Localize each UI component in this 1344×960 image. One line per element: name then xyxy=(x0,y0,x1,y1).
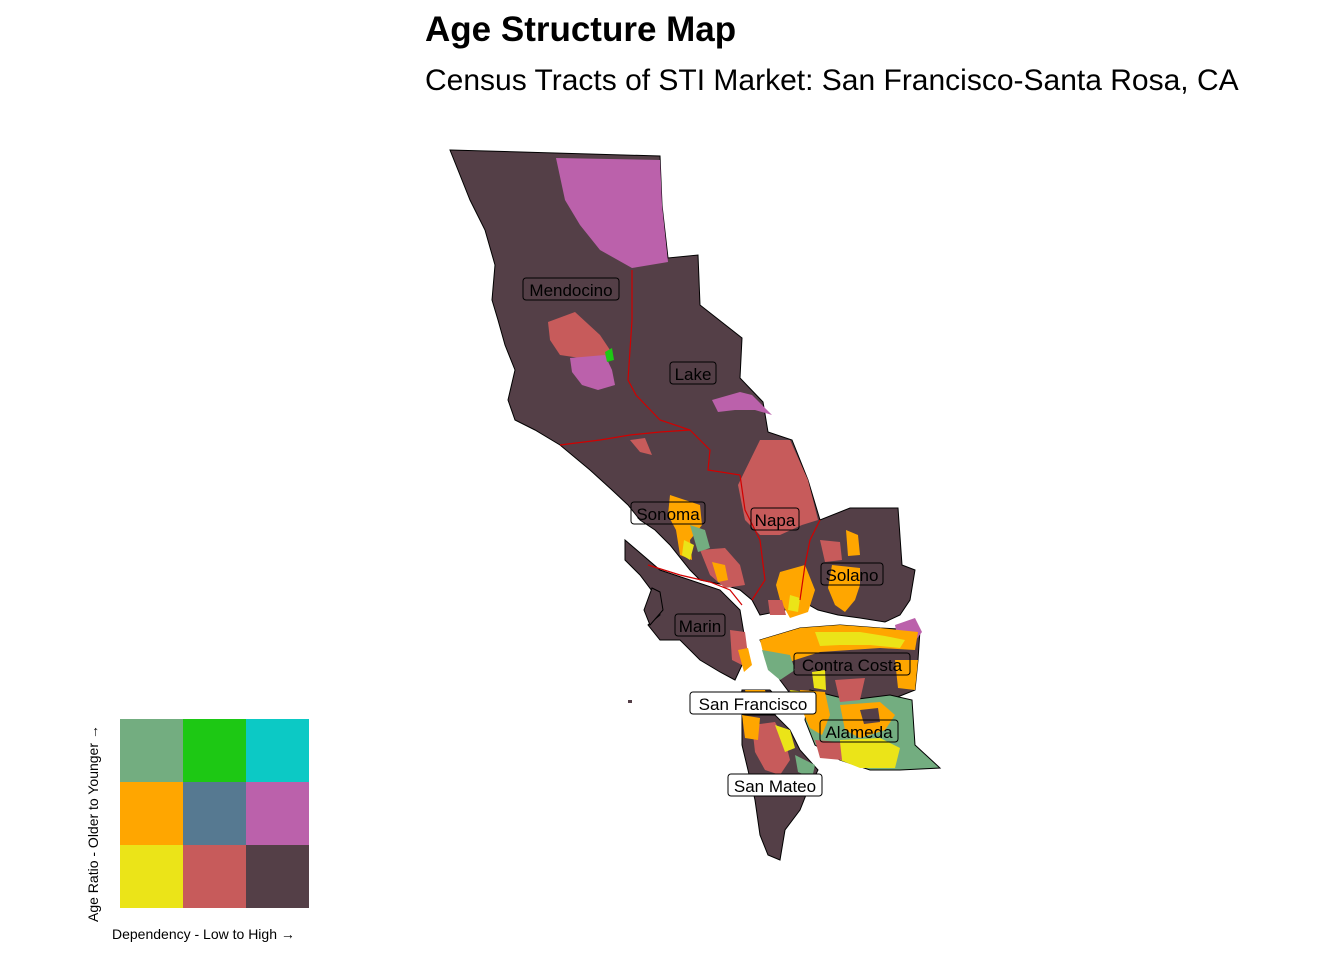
label-marin: Marin xyxy=(674,613,726,637)
tract-cc-green-west xyxy=(762,650,795,680)
tract-solano-red xyxy=(820,540,842,562)
tract-sm-green xyxy=(795,755,815,778)
label-contra-costa: Contra Costa xyxy=(793,652,911,676)
tract-petaluma-orange xyxy=(712,562,728,582)
svg-text:Sonoma: Sonoma xyxy=(636,505,700,524)
label-sonoma: Sonoma xyxy=(630,501,706,525)
label-mendocino: Mendocino xyxy=(522,277,620,301)
legend-cell-r2-c1 xyxy=(183,845,246,908)
county-boundaries xyxy=(559,270,821,606)
legend-y-axis-label: Age Ratio - Older to Younger → xyxy=(85,725,101,922)
point-reyes xyxy=(643,587,664,626)
bivariate-legend xyxy=(120,719,309,908)
tract-lake-magenta xyxy=(712,392,772,415)
legend-cell-r1-c0 xyxy=(120,782,183,845)
legend-cell-r0-c2 xyxy=(246,719,309,782)
tract-santa-rosa-yellow xyxy=(682,540,694,560)
label-san-francisco: San Francisco xyxy=(689,691,817,715)
boundary-napa-solano xyxy=(799,519,821,601)
map-title: Age Structure Map xyxy=(425,10,737,49)
tract-vallejo-yellow xyxy=(788,595,800,612)
boundary-sonoma-napa xyxy=(739,474,766,601)
label-solano: Solano xyxy=(820,562,884,586)
legend-cell-r1-c1 xyxy=(183,782,246,845)
svg-text:Contra Costa: Contra Costa xyxy=(802,656,903,675)
tract-napa-red xyxy=(738,440,818,535)
tract-mendocino-northeast xyxy=(556,158,668,268)
label-napa: Napa xyxy=(750,507,800,531)
legend-cell-r1-c2 xyxy=(246,782,309,845)
tract-vallejo-orange xyxy=(776,565,815,618)
legend-cell-r2-c0 xyxy=(120,845,183,908)
svg-text:Solano: Solano xyxy=(826,566,879,585)
boundary-mendocino-lake xyxy=(627,270,741,476)
svg-text:Lake: Lake xyxy=(675,365,712,384)
label-lake: Lake xyxy=(669,361,717,385)
map-subtitle: Census Tracts of STI Market: San Francis… xyxy=(425,64,1239,97)
tract-alameda-red xyxy=(815,740,842,760)
farallon-island xyxy=(628,700,632,703)
svg-text:Alameda: Alameda xyxy=(825,723,893,742)
legend-cell-r0-c1 xyxy=(183,719,246,782)
svg-text:San Mateo: San Mateo xyxy=(734,777,816,796)
tract-alameda-yellow-south xyxy=(840,738,900,768)
tract-santa-rosa-orange xyxy=(668,495,702,560)
tract-sm-orange xyxy=(742,715,760,740)
svg-text:Napa: Napa xyxy=(755,511,796,530)
tract-ukiah-magenta xyxy=(570,355,615,390)
tract-sm-yellow xyxy=(775,725,795,752)
svg-text:Mendocino: Mendocino xyxy=(529,281,612,300)
label-alameda: Alameda xyxy=(819,719,899,743)
tract-ukiah-green xyxy=(605,348,614,362)
county-labels: Mendocino Lake Sonoma Napa Solano Marin … xyxy=(522,277,911,797)
legend-cell-r2-c2 xyxy=(246,845,309,908)
svg-text:Marin: Marin xyxy=(679,617,722,636)
boundary-sonoma-marin xyxy=(647,564,743,606)
tract-ukiah-red xyxy=(548,312,610,360)
tract-sonoma-small-red xyxy=(630,438,652,455)
boundary-mendocino-sonoma xyxy=(559,429,691,446)
tract-santa-rosa-green xyxy=(690,525,710,552)
tract-solano-orange-2 xyxy=(846,530,860,556)
svg-text:San Francisco: San Francisco xyxy=(699,695,808,714)
tract-cc-red-mid xyxy=(835,678,865,702)
tract-vallejo-red xyxy=(768,600,786,615)
legend-x-axis-label: Dependency - Low to High → xyxy=(112,926,295,942)
tract-marin-orange xyxy=(738,648,752,672)
label-san-mateo: San Mateo xyxy=(727,773,823,797)
legend-cell-r0-c0 xyxy=(120,719,183,782)
legend-y-axis: Age Ratio - Older to Younger → xyxy=(85,725,101,922)
tract-fairfield-orange xyxy=(828,565,860,612)
tract-cc-yellow-band xyxy=(815,632,905,648)
